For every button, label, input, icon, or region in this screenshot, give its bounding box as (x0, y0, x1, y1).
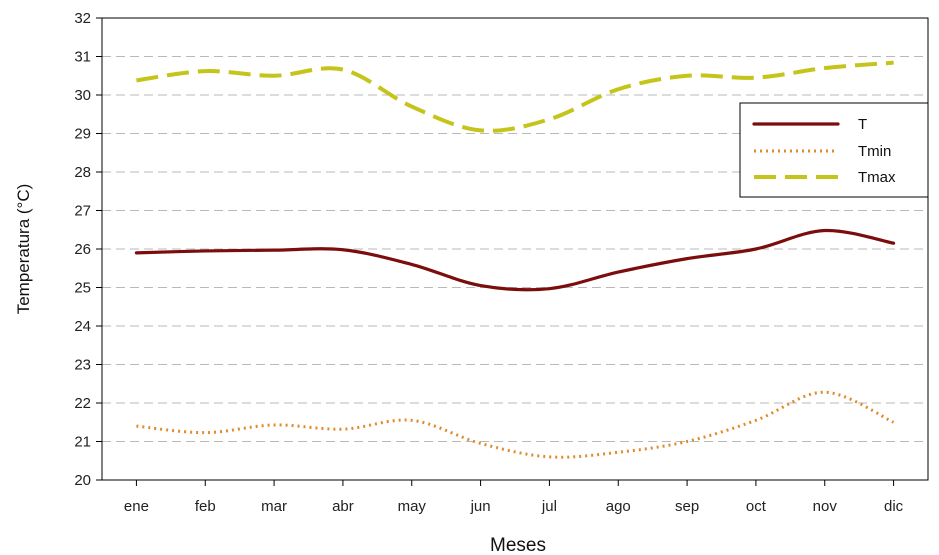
series-line-t (134, 228, 896, 292)
x-tick-label: sep (675, 498, 699, 515)
y-tick-label: 24 (74, 318, 91, 335)
y-tick-label: 28 (74, 164, 91, 181)
y-axis-title: Temperatura (°C) (14, 184, 33, 315)
x-tick-label: mar (261, 498, 287, 515)
y-tick-label: 23 (74, 357, 91, 374)
x-tick-label: ago (606, 498, 631, 515)
legend-label-tmax: Tmax (858, 169, 896, 186)
y-tick-label: 31 (74, 49, 91, 66)
series-line-tmax (136, 60, 894, 133)
y-axis-ticks: 20 21 22 23 24 25 26 27 28 29 30 31 32 (74, 10, 102, 489)
series-line-tmin (136, 390, 895, 459)
x-tick-label: may (398, 498, 427, 515)
legend-label-t: T (858, 116, 867, 133)
y-tick-label: 32 (74, 10, 91, 27)
x-tick-label: abr (332, 498, 354, 515)
x-axis-title: Meses (490, 535, 546, 555)
x-tick-label: feb (195, 498, 216, 515)
series-group (134, 60, 896, 459)
x-tick-label: jun (470, 498, 491, 515)
y-tick-label: 21 (74, 434, 91, 451)
y-tick-label: 25 (74, 280, 91, 297)
legend: T Tmin Tmax (739, 102, 929, 198)
y-tick-label: 30 (74, 87, 91, 104)
x-axis-ticks: ene feb mar abr may jun jul ago sep oct nov dic (124, 480, 904, 515)
legend-label-tmin: Tmin (858, 143, 891, 160)
x-tick-label: nov (813, 498, 838, 515)
x-tick-label: jul (541, 498, 557, 515)
y-tick-label: 22 (74, 395, 91, 412)
plot-frame (101, 17, 929, 481)
y-tick-label: 20 (74, 472, 91, 489)
y-tick-label: 26 (74, 241, 91, 258)
y-tick-label: 27 (74, 203, 91, 220)
x-tick-label: ene (124, 498, 149, 515)
y-tick-label: 29 (74, 126, 91, 143)
x-tick-label: oct (746, 498, 767, 515)
x-tick-label: dic (884, 498, 904, 515)
